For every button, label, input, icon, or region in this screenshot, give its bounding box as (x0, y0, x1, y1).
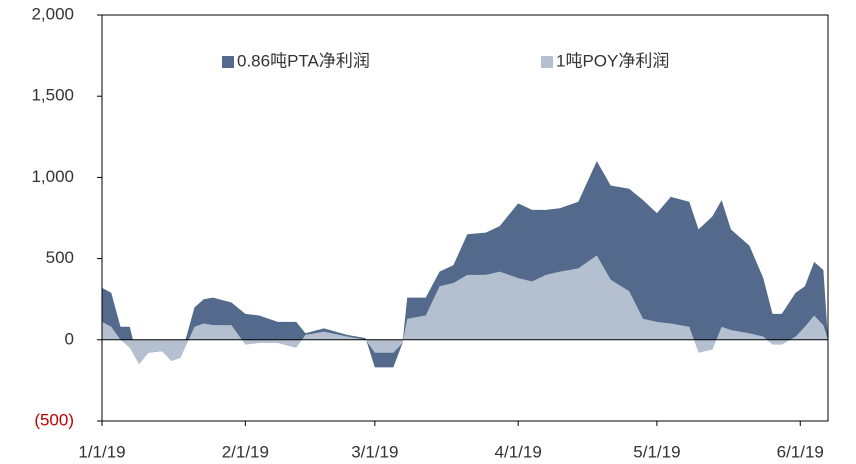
x-tick-label: 2/1/19 (222, 442, 269, 461)
legend-swatch (222, 56, 234, 68)
y-tick-label: 500 (46, 248, 74, 267)
x-tick-label: 4/1/19 (495, 442, 542, 461)
x-tick-label: 5/1/19 (633, 442, 680, 461)
y-tick-label: 1,500 (31, 86, 74, 105)
y-tick-label: 0 (65, 329, 74, 348)
y-tick-label: (500) (34, 410, 74, 429)
area (102, 161, 828, 368)
x-tick-label: 1/1/19 (78, 442, 125, 461)
x-tick-label: 6/1/19 (777, 442, 824, 461)
legend-label: 0.86吨PTA净利润 (237, 51, 370, 70)
area (102, 255, 828, 365)
x-tick-label: 3/1/19 (351, 442, 398, 461)
y-tick-label: 1,000 (31, 167, 74, 186)
plot-frame (101, 14, 829, 422)
legend-label: 1吨POY净利润 (556, 51, 669, 70)
legend-swatch (541, 56, 553, 68)
y-tick-label: 2,000 (31, 4, 74, 23)
